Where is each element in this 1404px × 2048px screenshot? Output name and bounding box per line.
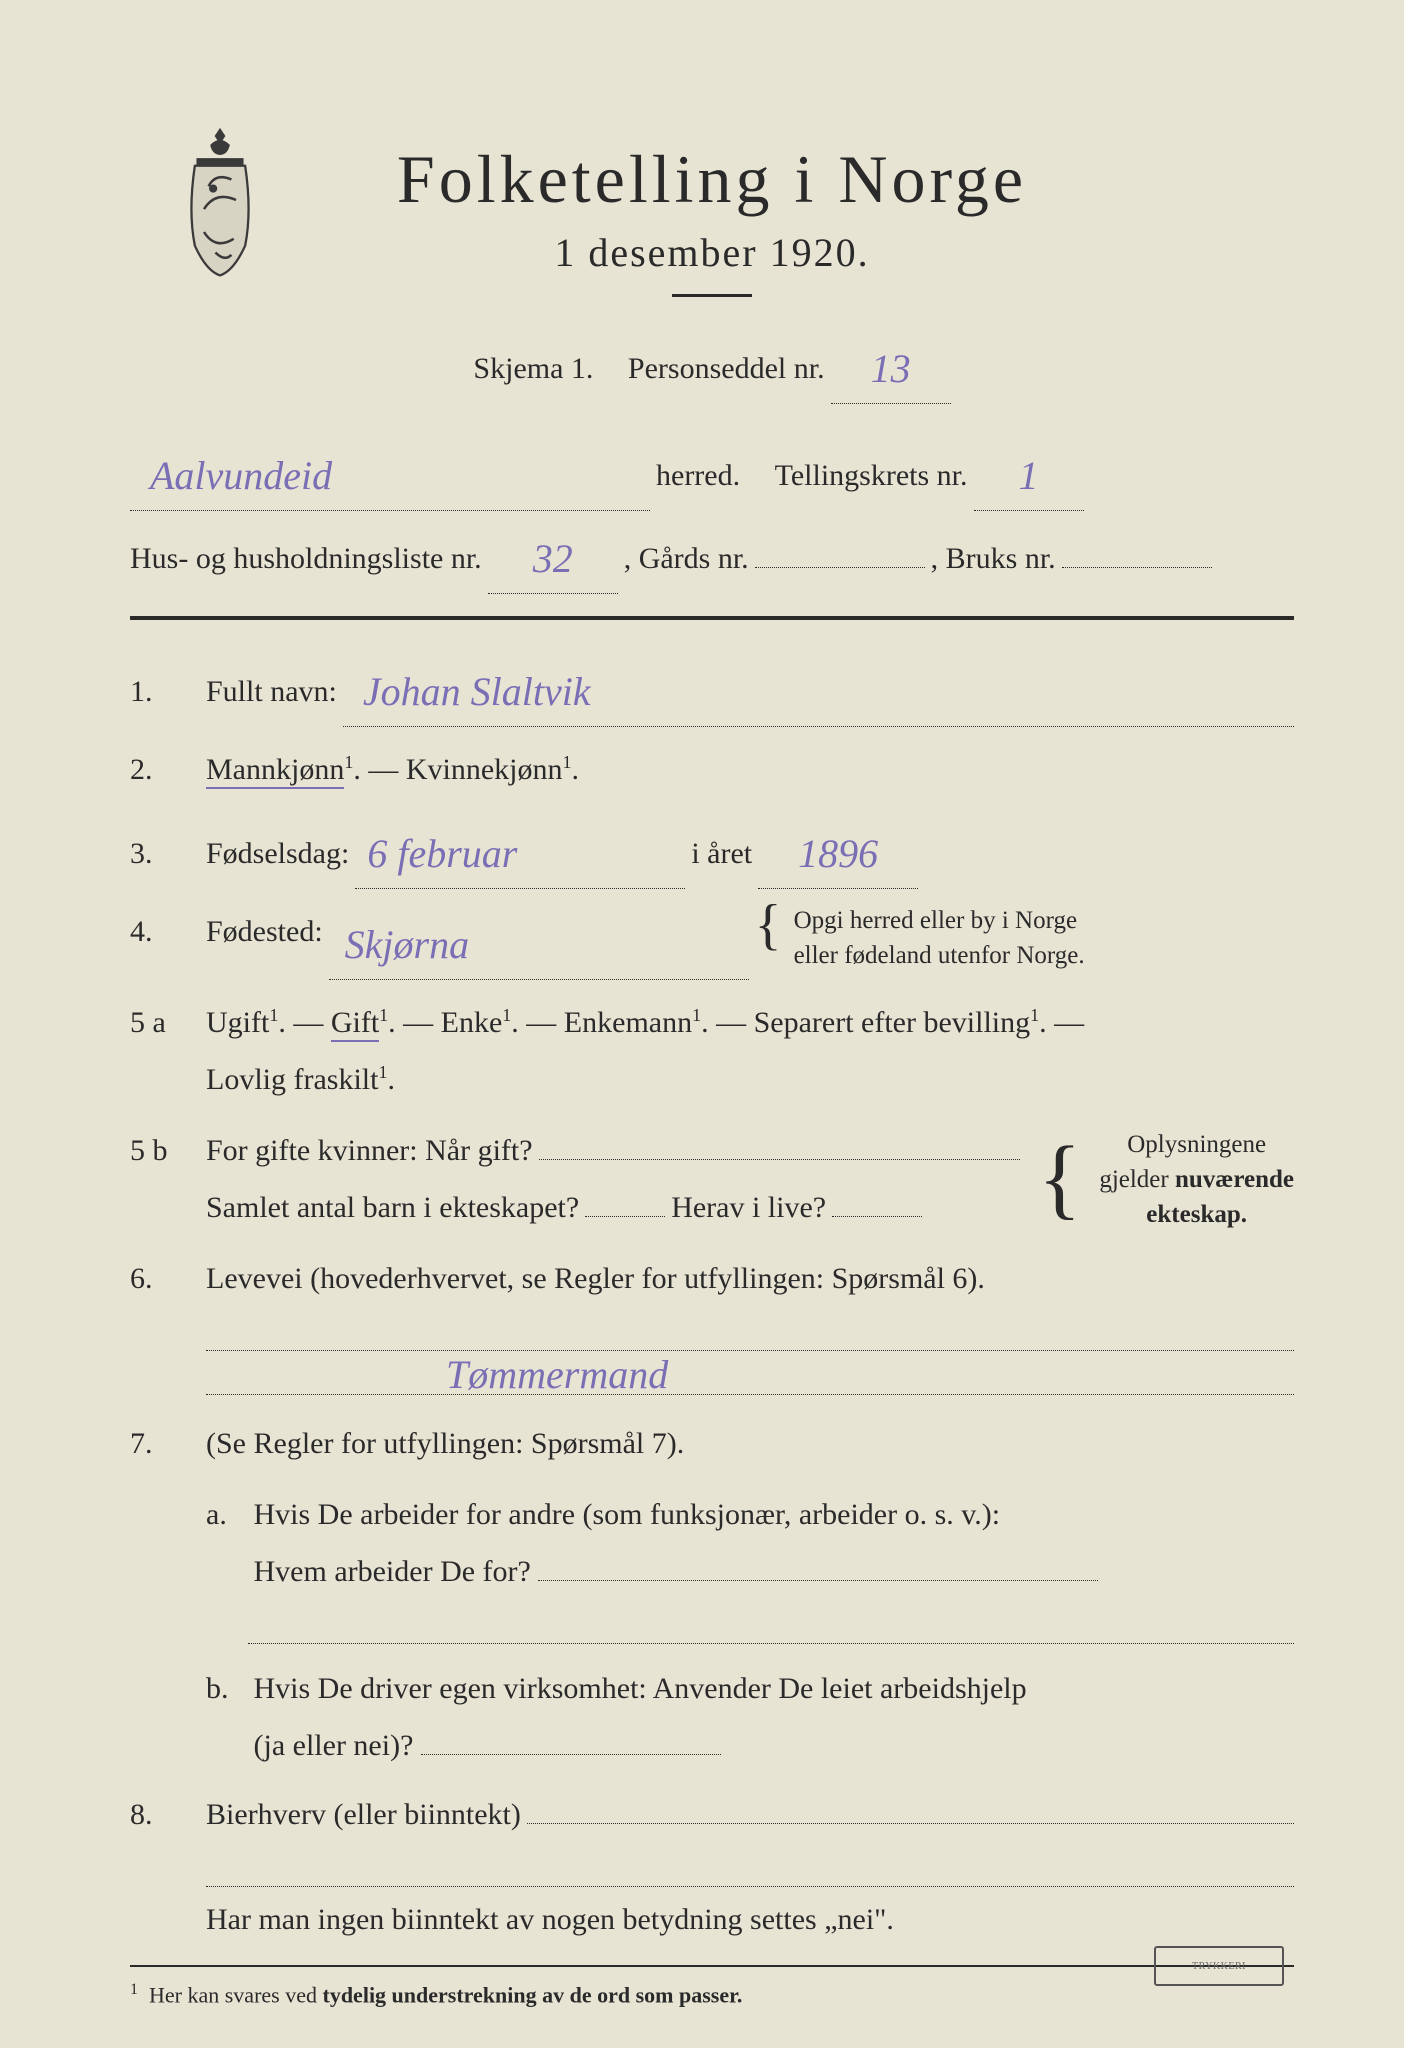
- bruks-value: [1062, 567, 1212, 568]
- q4-num: 4.: [130, 903, 186, 960]
- q5b-gift-blank: [539, 1159, 1021, 1160]
- bruks-label: , Bruks nr.: [931, 530, 1056, 587]
- q4-note1: Opgi herred eller by i Norge: [794, 907, 1077, 934]
- q1-label: Fullt navn:: [206, 663, 337, 720]
- herred-line: Aalvundeid herred. Tellingskrets nr. 1: [130, 434, 1294, 511]
- q4-note: Opgi herred eller by i Norge eller fødel…: [794, 903, 1085, 973]
- question-4: 4. Fødested: Skjørna { Opgi herred eller…: [130, 903, 1294, 980]
- q7a-blank: [538, 1580, 1098, 1581]
- q5b-live-blank: [832, 1216, 922, 1217]
- q8-note: Har man ingen biinntekt av nogen betydni…: [206, 1903, 1294, 1937]
- husliste-line: Hus- og husholdningsliste nr. 32 , Gårds…: [130, 517, 1294, 594]
- question-2: 2. Mannkjønn1. — Kvinnekjønn1.: [130, 741, 1294, 798]
- q1-num: 1.: [130, 663, 186, 720]
- q7a: a. Hvis De arbeider for andre (som funks…: [206, 1486, 1294, 1600]
- q1-value: Johan Slaltvik: [363, 669, 591, 714]
- coat-of-arms-icon: [160, 120, 280, 280]
- q7a-blank2: [248, 1616, 1294, 1644]
- q5a-enkemann: Enkemann: [564, 1006, 692, 1039]
- q3-mid: i året: [691, 825, 752, 882]
- q3-num: 3.: [130, 825, 186, 882]
- q5b-barn-blank: [585, 1216, 665, 1217]
- q2-dash: —: [368, 753, 406, 786]
- printer-stamp: TRYKKERI: [1154, 1946, 1284, 1986]
- q5b-note: Oplysningene gjelder nuværende ekteskap.: [1099, 1127, 1294, 1232]
- footnote-b: tydelig understrekning av de ord som pas…: [323, 1982, 743, 2007]
- q7b: b. Hvis De driver egen virksomhet: Anven…: [206, 1660, 1294, 1774]
- q5a-ugift: Ugift: [206, 1006, 269, 1039]
- q7a-letter: a.: [206, 1486, 246, 1543]
- q8-blank2: [206, 1859, 1294, 1887]
- q3-label: Fødselsdag:: [206, 825, 349, 882]
- skjema-line: Skjema 1. Personseddel nr. 13: [130, 327, 1294, 404]
- footnote-sup: 1: [130, 1981, 138, 1998]
- herred-value: Aalvundeid: [150, 453, 332, 498]
- q3-year: 1896: [798, 831, 878, 876]
- personseddel-value: 13: [871, 346, 911, 391]
- q5a-num: 5 a: [130, 994, 186, 1051]
- footnote-a: Her kan svares ved: [149, 1982, 323, 2007]
- q5a-lovlig: Lovlig fraskilt: [206, 1063, 378, 1096]
- q7b-letter: b.: [206, 1660, 246, 1717]
- husliste-value: 32: [533, 536, 573, 581]
- document-title: Folketelling i Norge: [130, 140, 1294, 219]
- q5b-l2a: Samlet antal barn i ekteskapet?: [206, 1179, 579, 1236]
- q6-label: Levevei (hovederhvervet, se Regler for u…: [206, 1262, 985, 1295]
- q5b-note3: ekteskap.: [1146, 1201, 1247, 1228]
- q5a-separert: Separert efter bevilling: [754, 1006, 1031, 1039]
- question-8: 8. Bierhverv (eller biinntekt): [130, 1786, 1294, 1843]
- husliste-label: Hus- og husholdningsliste nr.: [130, 530, 482, 587]
- gards-value: [755, 567, 925, 568]
- q5b-l2b: Herav i live?: [671, 1179, 826, 1236]
- brace-icon: {: [755, 903, 782, 948]
- question-5a: 5 a Ugift1. — Gift1. — Enke1. — Enkemann…: [130, 994, 1294, 1108]
- q6-blank-1: [206, 1323, 1294, 1351]
- q5b-note1: Oplysningene: [1127, 1131, 1266, 1158]
- q7b-text2: (ja eller nei)?: [254, 1729, 414, 1762]
- q4-note2: eller fødeland utenfor Norge.: [794, 942, 1085, 969]
- q7a-text2: Hvem arbeider De for?: [254, 1555, 531, 1588]
- q3-day: 6 februar: [367, 831, 517, 876]
- q5a-gift: Gift: [331, 1006, 379, 1042]
- question-3: 3. Fødselsdag: 6 februar i året 1896: [130, 812, 1294, 889]
- q7-label: (Se Regler for utfyllingen: Spørsmål 7).: [206, 1427, 684, 1460]
- question-1: 1. Fullt navn: Johan Slaltvik: [130, 650, 1294, 727]
- personseddel-label: Personseddel nr.: [628, 340, 825, 397]
- footnote: 1 Her kan svares ved tydelig understrekn…: [130, 1981, 1294, 2008]
- q7a-text1: Hvis De arbeider for andre (som funksjon…: [254, 1498, 1001, 1531]
- q6-value: Tømmermand: [446, 1351, 668, 1398]
- q6-num: 6.: [130, 1250, 186, 1307]
- skjema-label: Skjema 1.: [473, 340, 593, 397]
- question-5b: 5 b For gifte kvinner: Når gift? Samlet …: [130, 1122, 1294, 1236]
- question-6: 6. Levevei (hovederhvervet, se Regler fo…: [130, 1250, 1294, 1307]
- tellingskrets-value: 1: [1019, 453, 1039, 498]
- q6-blank-2: Tømmermand: [206, 1367, 1294, 1395]
- q2-mann: Mannkjønn: [206, 753, 344, 789]
- q2-kvinne: Kvinnekjønn: [406, 753, 563, 786]
- q2-num: 2.: [130, 741, 186, 798]
- q5a-enke: Enke: [441, 1006, 503, 1039]
- q5b-num: 5 b: [130, 1122, 186, 1179]
- divider-top: [130, 616, 1294, 620]
- brace-icon: {: [1038, 1143, 1081, 1215]
- q7b-text1: Hvis De driver egen virksomhet: Anvender…: [254, 1672, 1027, 1705]
- gards-label: , Gårds nr.: [624, 530, 749, 587]
- q4-label: Fødested:: [206, 903, 323, 960]
- document-subtitle: 1 desember 1920.: [130, 229, 1294, 276]
- herred-label: herred.: [656, 447, 740, 504]
- q7b-blank: [421, 1754, 721, 1755]
- divider-bottom: [130, 1965, 1294, 1967]
- q7-num: 7.: [130, 1415, 186, 1472]
- q4-value: Skjørna: [345, 922, 469, 967]
- question-7: 7. (Se Regler for utfyllingen: Spørsmål …: [130, 1415, 1294, 1472]
- tellingskrets-label: Tellingskrets nr.: [775, 447, 968, 504]
- q8-blank: [527, 1823, 1294, 1824]
- q8-label: Bierhverv (eller biinntekt): [206, 1786, 521, 1843]
- q5b-l1: For gifte kvinner: Når gift?: [206, 1122, 533, 1179]
- title-underline: [672, 294, 752, 297]
- q5b-note2: gjelder nuværende: [1099, 1166, 1294, 1193]
- q8-num: 8.: [130, 1786, 186, 1843]
